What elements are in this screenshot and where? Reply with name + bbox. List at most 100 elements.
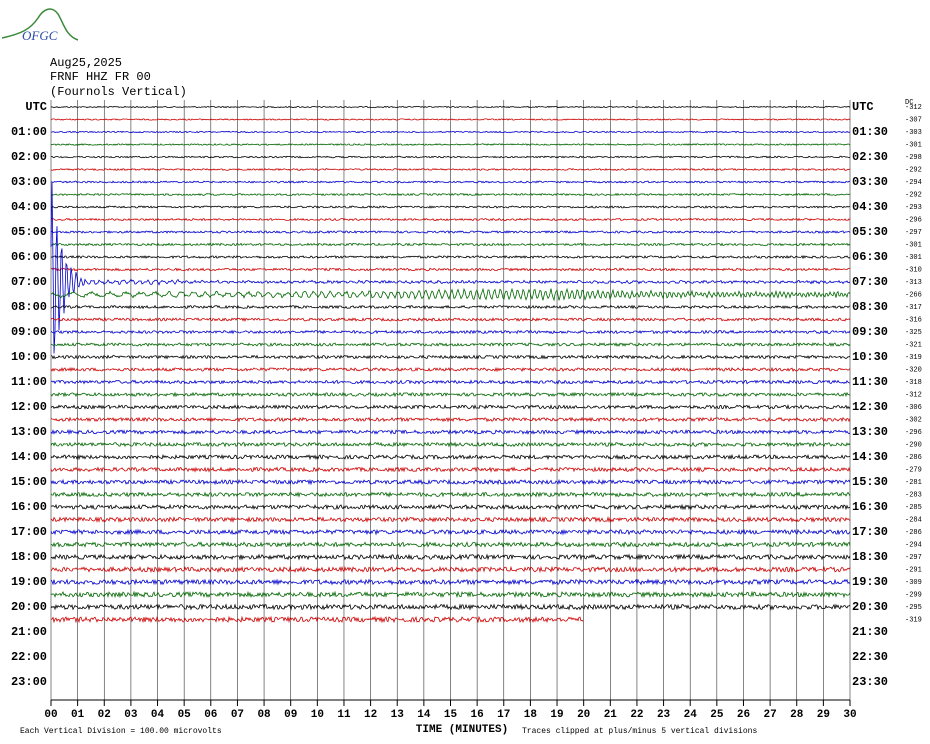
x-tick-label: 30	[843, 709, 856, 721]
dc-value: -281	[905, 479, 922, 487]
trace	[50, 155, 851, 159]
left-label: 14:00	[11, 450, 47, 464]
trace	[50, 553, 851, 561]
x-tick-label: 29	[817, 709, 830, 721]
right-label: 20:30	[852, 600, 888, 614]
dc-value: -301	[905, 241, 922, 249]
component: (Fournols Vertical)	[50, 85, 187, 99]
dc-value: -307	[905, 116, 922, 124]
right-label: 06:30	[852, 250, 888, 264]
trace	[50, 354, 851, 360]
dc-value: -296	[905, 429, 922, 437]
x-tick-label: 02	[98, 709, 111, 721]
logo-curve	[1, 8, 79, 41]
trace	[50, 503, 851, 511]
dc-value: -301	[905, 254, 922, 262]
left-label: 08:00	[11, 300, 47, 314]
trace	[50, 182, 851, 354]
right-label: 16:30	[852, 500, 888, 514]
x-tick-label: 12	[364, 709, 377, 721]
x-tick-label: 11	[337, 709, 351, 721]
trace	[50, 180, 850, 184]
x-tick-label: 17	[497, 709, 510, 721]
logo-text: OFGC	[22, 28, 58, 43]
dc-value: -312	[905, 104, 922, 112]
dc-value: -292	[905, 166, 922, 174]
trace	[51, 242, 851, 247]
trace	[50, 143, 851, 146]
trace	[50, 491, 851, 498]
dc-value: -298	[905, 154, 922, 162]
left-label: 04:00	[11, 200, 47, 214]
dc-header: DC	[905, 99, 913, 107]
trace	[50, 565, 851, 574]
trace	[50, 118, 851, 121]
trace	[50, 192, 851, 197]
dc-value: -302	[905, 416, 922, 424]
right-label: 23:30	[852, 675, 888, 689]
right-label: 10:30	[852, 350, 888, 364]
left-label: 01:00	[11, 125, 47, 139]
trace	[50, 403, 851, 410]
right-label: 08:30	[852, 300, 888, 314]
x-tick-label: 20	[577, 709, 590, 721]
dc-value: -301	[905, 141, 922, 149]
trace	[50, 267, 851, 272]
dc-value: -316	[905, 316, 922, 324]
trace	[50, 130, 851, 134]
dc-value: -285	[905, 504, 922, 512]
right-label: 01:30	[852, 125, 888, 139]
x-tick-label: 18	[524, 709, 538, 721]
x-tick-label: 14	[417, 709, 431, 721]
dc-value: -313	[905, 279, 922, 287]
dc-value: -318	[905, 379, 922, 387]
dc-value: -294	[905, 179, 922, 187]
right-label: 11:30	[852, 375, 888, 389]
left-label: 15:00	[11, 475, 47, 489]
trace	[50, 105, 851, 109]
trace	[50, 379, 851, 385]
x-tick-label: 28	[790, 709, 804, 721]
dc-value: -286	[905, 529, 922, 537]
dc-value: -317	[905, 304, 922, 312]
trace	[50, 603, 851, 611]
trace	[50, 590, 851, 599]
trace	[50, 366, 851, 373]
station: FRNF HHZ FR 00	[50, 70, 151, 84]
right-label: 18:30	[852, 550, 888, 564]
dc-value: -319	[905, 354, 922, 362]
right-label: 13:30	[852, 425, 888, 439]
right-label: UTC	[852, 100, 874, 114]
left-label: 13:00	[11, 425, 47, 439]
x-tick-label: 08	[257, 709, 271, 721]
dc-value: -284	[905, 516, 922, 524]
right-label: 17:30	[852, 525, 888, 539]
x-tick-label: 09	[284, 709, 297, 721]
x-tick-label: 06	[204, 709, 217, 721]
left-label: 19:00	[11, 575, 47, 589]
x-tick-label: 27	[763, 709, 776, 721]
dc-value: -279	[905, 466, 922, 474]
trace	[50, 230, 851, 234]
x-tick-label: 19	[550, 709, 563, 721]
right-label: 07:30	[852, 275, 888, 289]
trace	[50, 287, 851, 302]
right-label: 03:30	[852, 175, 888, 189]
dc-value: -303	[905, 129, 922, 137]
x-tick-label: 15	[444, 709, 458, 721]
dc-value: -299	[905, 591, 922, 599]
x-tick-label: 22	[630, 709, 643, 721]
dc-value: -291	[905, 566, 922, 574]
right-label: 21:30	[852, 625, 888, 639]
dc-value: -321	[905, 341, 922, 349]
left-label: 05:00	[11, 225, 47, 239]
left-label: 06:00	[11, 250, 47, 264]
dc-value: -295	[905, 604, 922, 612]
dc-value: -309	[905, 579, 922, 587]
left-label: 02:00	[11, 150, 47, 164]
x-tick-label: 00	[44, 709, 57, 721]
trace	[50, 578, 851, 586]
trace	[50, 466, 851, 473]
right-label: 02:30	[852, 150, 888, 164]
